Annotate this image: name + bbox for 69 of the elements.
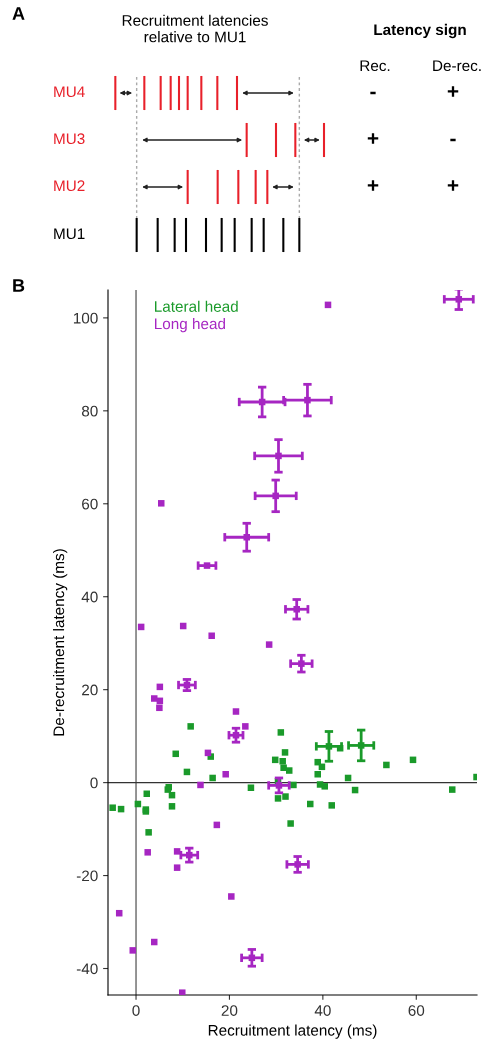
y-tick-label: -40: [76, 963, 98, 975]
y-tick-label: -20: [76, 870, 98, 882]
text: Recruitment latencies relative to MU1: [122, 14, 268, 43]
point: [328, 802, 335, 809]
category-label: MU4: [54, 86, 85, 98]
x-axis-title: Recruitment latency (ms): [208, 1024, 377, 1039]
point: [145, 829, 152, 836]
point: [197, 781, 204, 789]
point: [242, 723, 249, 730]
text: -: [370, 91, 376, 95]
point: [285, 767, 293, 774]
point: [232, 708, 240, 715]
text: Rec.: [360, 60, 390, 72]
text: +: [447, 86, 459, 97]
point: [314, 758, 321, 766]
point: [314, 770, 321, 778]
text: Long head: [155, 317, 225, 333]
point: [129, 947, 137, 954]
point: [144, 849, 151, 856]
category-label: MU1: [54, 228, 85, 240]
x-tick-label: 40: [314, 1005, 331, 1016]
text: A: [12, 7, 25, 20]
point: [448, 786, 456, 793]
y-tick-label: 100: [73, 312, 98, 324]
text: B: [13, 279, 25, 292]
point: [277, 729, 285, 736]
y-tick-label: 60: [82, 498, 98, 510]
point: [209, 774, 216, 782]
x-tick-label: 60: [408, 1005, 425, 1016]
point: [172, 750, 179, 758]
point: [173, 848, 181, 855]
text: -: [450, 138, 456, 142]
point: [222, 770, 229, 778]
point: [156, 704, 163, 712]
text: De-rec.: [433, 60, 481, 72]
point: [306, 800, 314, 808]
point: [208, 632, 215, 640]
point: [280, 764, 287, 771]
y-tick-label: 40: [81, 591, 98, 603]
y-tick-label: 20: [82, 684, 98, 696]
point: [150, 695, 158, 702]
x-tick-label: 20: [221, 1005, 238, 1016]
text: +: [447, 180, 459, 191]
text: +: [367, 180, 379, 191]
text: +: [367, 133, 379, 144]
point: [279, 757, 286, 765]
point: [173, 864, 181, 871]
y-axis-title: De-recruitment latency (ms): [52, 549, 68, 736]
text: Lateral head: [155, 300, 238, 312]
point: [157, 500, 165, 507]
x-tick-label: 0: [132, 1005, 140, 1016]
point: [287, 820, 294, 827]
point: [179, 989, 186, 995]
text: Latency sign: [374, 23, 466, 39]
point: [321, 783, 328, 790]
point: [281, 749, 289, 756]
point: [274, 795, 282, 802]
point: [109, 804, 116, 811]
point: [247, 784, 255, 791]
point: [187, 723, 194, 730]
point: [168, 803, 176, 810]
category-label: MU3: [54, 133, 85, 145]
point: [282, 793, 289, 800]
point: [265, 641, 273, 648]
point: [383, 761, 390, 769]
point: [228, 893, 235, 900]
y-tick-label: 0: [90, 777, 98, 789]
category-label: MU2: [54, 180, 85, 192]
y-tick-label: 80: [81, 405, 98, 417]
